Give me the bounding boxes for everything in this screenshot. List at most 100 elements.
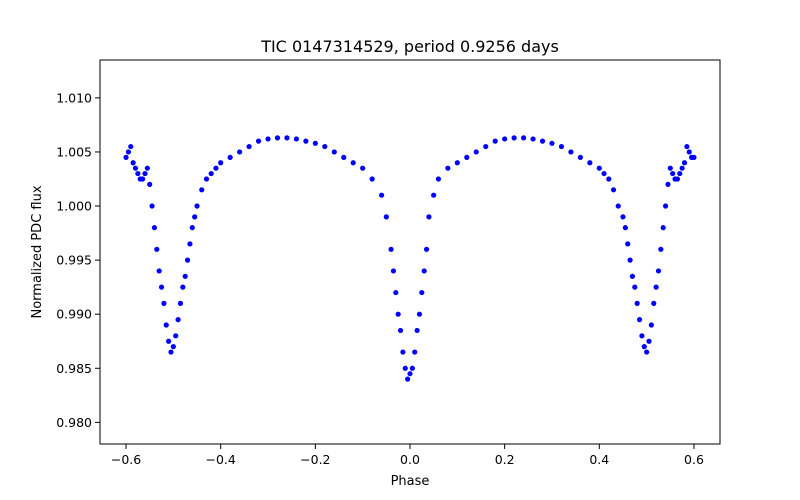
data-point <box>464 154 470 160</box>
data-point <box>237 149 243 155</box>
data-point <box>681 160 688 166</box>
data-point <box>187 241 193 247</box>
data-point <box>492 138 498 144</box>
data-point <box>166 338 172 344</box>
data-point <box>369 176 375 182</box>
data-point <box>331 149 337 155</box>
data-point <box>163 322 169 328</box>
data-point <box>421 268 427 274</box>
data-point <box>156 268 162 274</box>
y-tick-label: 1.000 <box>56 199 92 214</box>
x-tick-label: −0.2 <box>300 452 330 467</box>
data-point <box>274 135 281 141</box>
y-tick-label: 0.980 <box>56 415 92 430</box>
y-axis-label: Normalized PDC flux <box>30 185 45 318</box>
data-point <box>587 160 593 166</box>
data-point <box>170 344 176 350</box>
data-point <box>670 170 676 177</box>
data-point <box>388 246 394 252</box>
data-point <box>128 143 134 150</box>
data-point <box>568 149 574 155</box>
data-point <box>648 322 654 328</box>
chart-title: TIC 0147314529, period 0.9256 days <box>260 37 559 56</box>
data-point <box>379 192 385 198</box>
data-point <box>405 376 411 382</box>
data-point <box>360 165 366 171</box>
data-point <box>674 176 681 182</box>
data-point <box>312 140 318 146</box>
x-tick-label: 0.4 <box>589 452 609 467</box>
y-tick-label: 0.990 <box>56 307 92 322</box>
data-point <box>192 214 198 220</box>
data-point <box>641 344 647 350</box>
data-point <box>158 284 165 290</box>
data-point <box>135 170 141 177</box>
x-axis: −0.6 −0.4 −0.2 0.0 0.2 0.4 0.6 <box>111 444 704 467</box>
data-point <box>199 187 205 193</box>
data-point <box>454 160 460 166</box>
data-point <box>154 246 160 252</box>
data-point <box>350 160 356 166</box>
data-point <box>636 317 643 323</box>
data-point <box>655 268 662 274</box>
data-point <box>653 284 659 290</box>
y-axis: 0.980 0.985 0.990 0.995 1.000 1.005 1.010 <box>56 90 100 430</box>
data-point <box>402 365 408 371</box>
data-point <box>203 176 210 182</box>
data-point <box>431 192 437 198</box>
data-point <box>622 225 628 231</box>
data-point <box>502 136 508 142</box>
data-point <box>218 160 224 166</box>
data-point <box>639 333 645 339</box>
data-point <box>293 136 300 142</box>
data-point <box>303 138 309 144</box>
data-points <box>123 135 697 382</box>
data-point <box>679 165 685 171</box>
data-point <box>684 143 690 150</box>
data-point <box>284 135 290 141</box>
data-point <box>412 349 418 355</box>
data-point <box>123 154 129 160</box>
y-tick-label: 0.995 <box>56 253 92 268</box>
data-point <box>596 165 602 171</box>
data-point <box>686 149 692 155</box>
data-point <box>677 170 683 177</box>
plot-frame <box>99 59 721 445</box>
data-point <box>390 268 397 274</box>
data-point <box>651 300 657 306</box>
data-point <box>520 135 527 141</box>
data-point <box>184 257 191 263</box>
data-point <box>161 300 167 306</box>
data-point <box>189 225 195 231</box>
data-point <box>265 136 271 142</box>
data-point <box>627 257 633 263</box>
data-point <box>419 289 425 296</box>
y-tick-label: 0.985 <box>56 361 92 376</box>
y-tick-label: 1.005 <box>56 144 92 159</box>
data-point <box>634 300 640 306</box>
data-point <box>227 154 233 160</box>
data-point <box>549 140 555 146</box>
data-point <box>149 203 155 209</box>
data-point <box>151 225 158 231</box>
data-point <box>539 138 546 144</box>
x-tick-label: −0.6 <box>111 452 141 467</box>
data-point <box>662 203 669 209</box>
data-point <box>615 203 621 209</box>
data-point <box>423 246 430 252</box>
data-point <box>625 241 631 247</box>
data-point <box>177 300 184 306</box>
data-point <box>125 149 131 155</box>
data-point <box>255 138 262 144</box>
data-point <box>644 349 650 355</box>
data-point <box>175 317 181 323</box>
data-point <box>658 246 664 252</box>
data-point <box>168 349 174 355</box>
data-point <box>473 149 479 155</box>
data-point <box>606 176 612 182</box>
data-point <box>483 143 489 150</box>
data-point <box>646 338 652 344</box>
x-axis-label: Phase <box>391 474 430 489</box>
data-point <box>620 214 626 220</box>
